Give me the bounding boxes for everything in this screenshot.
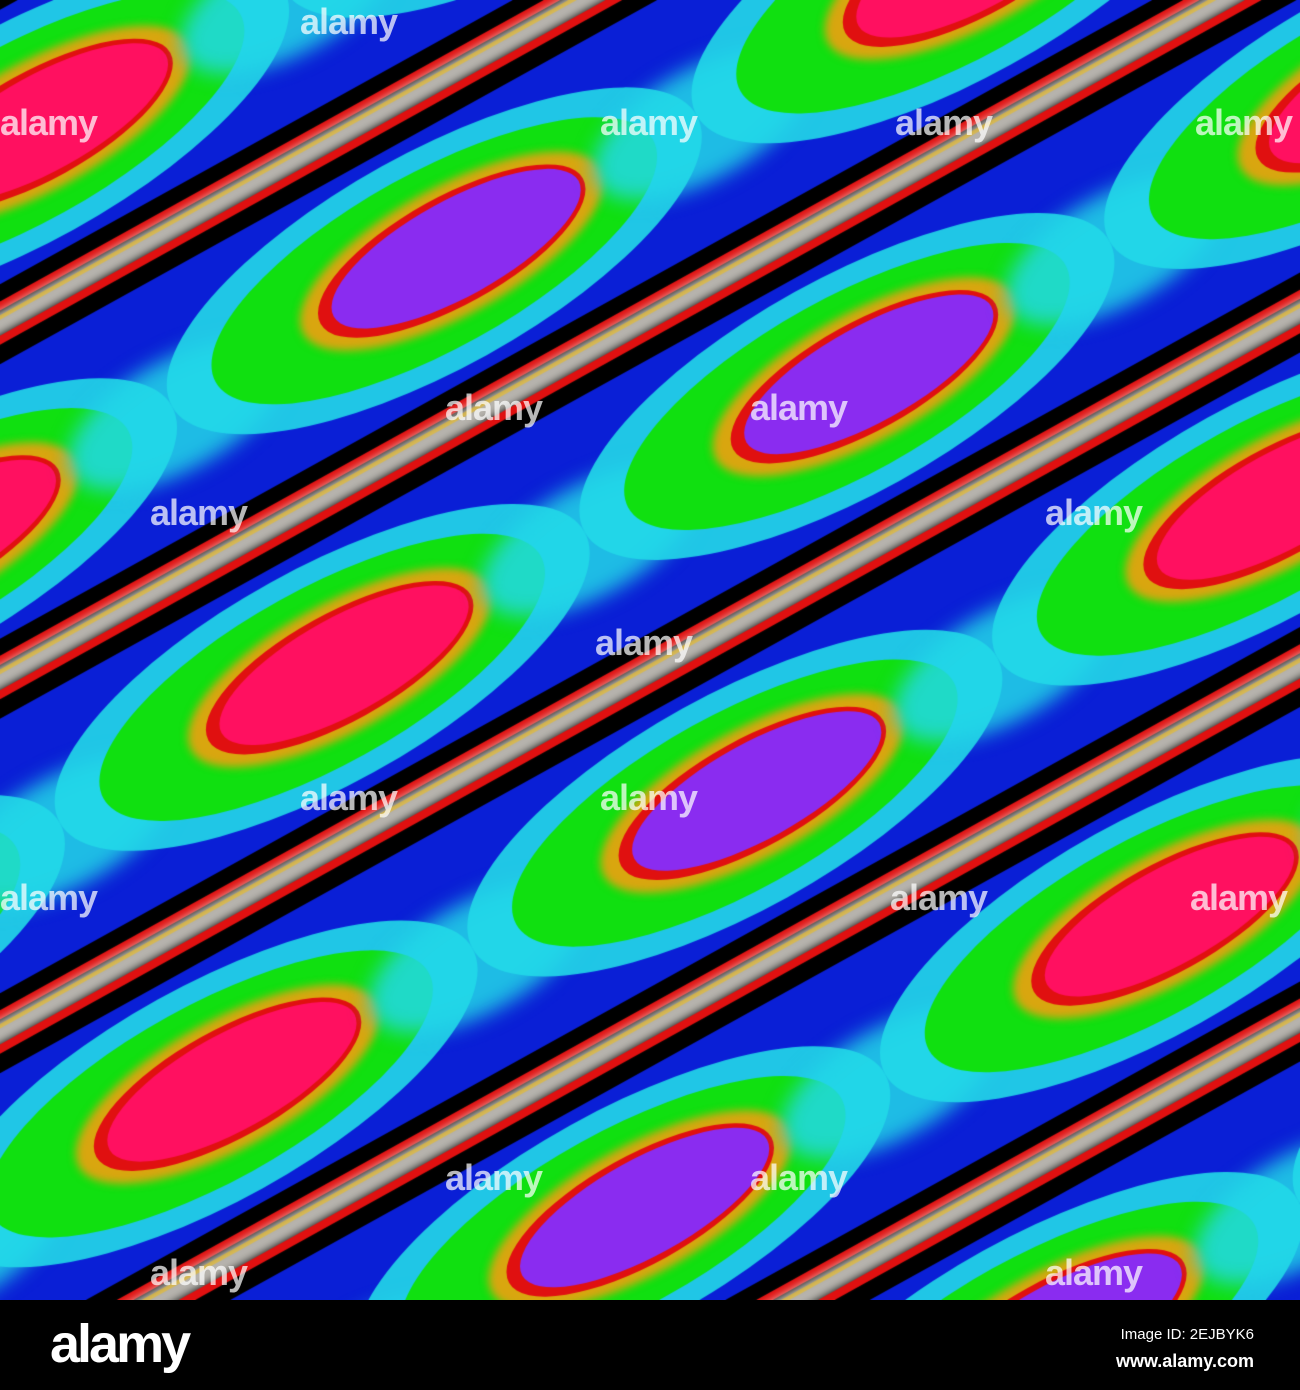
artwork-area: alamy alamy alamy alamy alamy alamy alamy alamy… [0, 0, 1300, 1300]
watermark-layer: alamy alamy alamy alamy alamy alamy alamy alamy… [0, 1, 1293, 1293]
watermark-text: alamy [1045, 492, 1143, 533]
watermark-text: alamy [300, 777, 398, 818]
watermark-text: alamy [0, 877, 98, 918]
watermark-text: alamy [600, 102, 698, 143]
alamy-logo: alamy [50, 1314, 191, 1374]
watermark-text: alamy [150, 1252, 248, 1293]
watermark-text: alamy [750, 387, 848, 428]
watermark-text: alamy [1045, 1252, 1143, 1293]
watermark-text: alamy [1195, 102, 1293, 143]
watermark-text: alamy [300, 1, 398, 42]
watermark-text: alamy [445, 387, 543, 428]
watermark-text: alamy [895, 102, 993, 143]
abstract-artwork [0, 0, 1300, 1300]
watermark-text: alamy [600, 777, 698, 818]
watermark-text: alamy [750, 1157, 848, 1198]
watermark-text: alamy [1190, 877, 1288, 918]
watermark-text: alamy [595, 622, 693, 663]
footer-bar: alamy Image ID: 2EJBYK6 www.alamy.com [0, 1300, 1300, 1390]
image-id: Image ID: 2EJBYK6 [1120, 1326, 1254, 1343]
website-link: www.alamy.com [1115, 1351, 1254, 1371]
watermark-text: alamy [150, 492, 248, 533]
watermark-text: alamy [0, 102, 98, 143]
watermark-text: alamy [890, 877, 988, 918]
watermark-text: alamy [445, 1157, 543, 1198]
